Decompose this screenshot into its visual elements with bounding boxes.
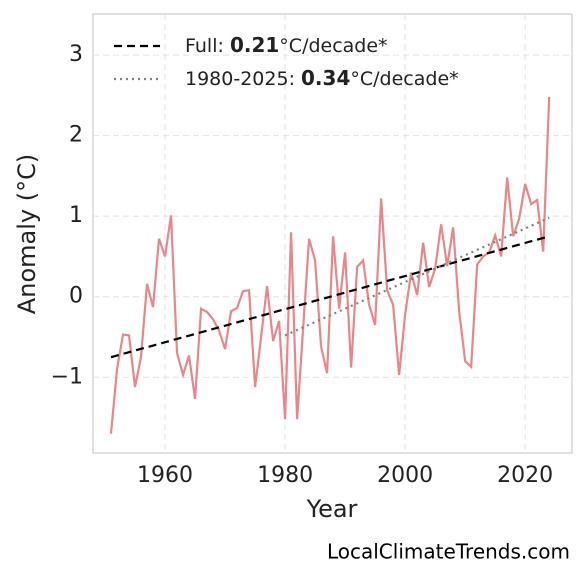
legend-label-part: 1980-2025: bbox=[185, 68, 301, 90]
trend-line bbox=[110, 235, 550, 359]
y-axis-label: Anomaly (°C) bbox=[13, 154, 41, 314]
watermark: LocalClimateTrends.com bbox=[327, 540, 570, 564]
legend-label-part: °C/decade* bbox=[350, 68, 458, 90]
data-line bbox=[109, 96, 551, 434]
x-tick-label: 1980 bbox=[257, 463, 313, 488]
y-tick-label: −1 bbox=[51, 364, 83, 389]
legend-label-part: Full: bbox=[185, 35, 230, 57]
y-tick-label: 3 bbox=[69, 42, 83, 67]
y-tick-label: 2 bbox=[69, 123, 83, 148]
legend-label-part: 0.21 bbox=[230, 33, 279, 57]
marks bbox=[109, 96, 551, 434]
y-tick-label: 1 bbox=[69, 203, 83, 228]
legend-label: 1980-2025: 0.34°C/decade* bbox=[185, 66, 459, 90]
grid bbox=[93, 14, 572, 453]
trend-line bbox=[284, 216, 550, 337]
x-tick-label: 2000 bbox=[377, 463, 433, 488]
x-tick-label: 1960 bbox=[137, 463, 193, 488]
legend-label-part: °C/decade* bbox=[279, 35, 387, 57]
x-tick-label: 2020 bbox=[497, 463, 553, 488]
legend-label: Full: 0.21°C/decade* bbox=[185, 33, 388, 57]
y-tick-label: 0 bbox=[69, 284, 83, 309]
legend-label-part: 0.34 bbox=[301, 66, 350, 90]
x-axis-label: Year bbox=[306, 495, 358, 523]
